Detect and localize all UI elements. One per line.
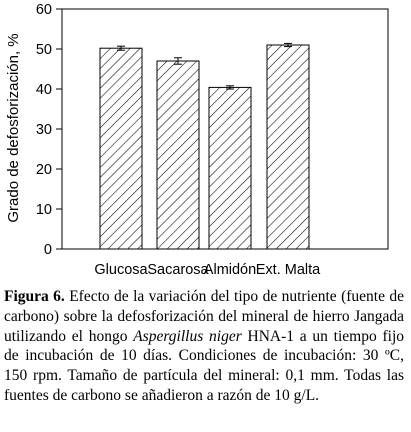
y-tick-label: 20 — [36, 162, 52, 178]
y-axis-label: Grado de defosforización, % — [5, 33, 22, 222]
x-category-label: Ext. Malta — [256, 262, 321, 278]
y-tick-label: 40 — [36, 82, 52, 98]
y-tick-label: 0 — [44, 242, 52, 258]
x-category-label: Sacarosa — [147, 262, 209, 278]
caption-text-part-1: Efecto de la variación del tipo de nutri… — [4, 288, 405, 345]
y-tick-label: 10 — [36, 202, 52, 218]
caption-species-name: Aspergillus niger — [133, 327, 242, 345]
y-tick-label: 60 — [36, 2, 52, 18]
bar — [208, 86, 252, 250]
x-category-label: Almidón — [204, 262, 256, 278]
y-tick-label: 50 — [36, 42, 52, 58]
bar — [266, 44, 310, 250]
bar — [156, 60, 200, 250]
chart-canvas: Grado de defosforización, % 0 10 20 30 40 50 6… — [5, 2, 389, 278]
y-tick-label: 30 — [36, 122, 52, 138]
caption-figure-label: Figura 6. — [4, 288, 65, 305]
bar-chart: Grado de defosforización, % 0 10 20 30 40 50 6… — [5, 2, 389, 278]
caption-text-part-2: HNA-1 a un tiempo fijo de incubación de … — [4, 327, 405, 404]
figure-caption: Figura 6. Efecto de la variación del tip… — [4, 287, 404, 406]
x-category-label: Glucosa — [94, 262, 148, 278]
bar — [99, 47, 143, 250]
